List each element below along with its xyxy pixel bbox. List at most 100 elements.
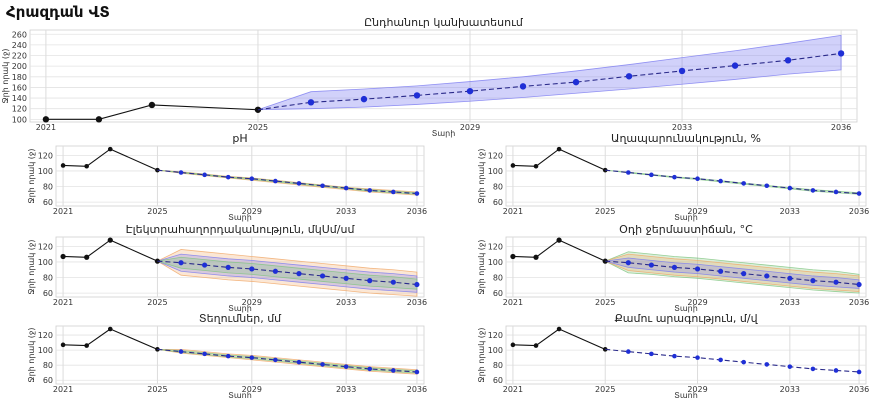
forecast-point (249, 355, 255, 360)
forecast-line (605, 260, 860, 286)
forecast-point (249, 176, 255, 182)
forecast-point (343, 185, 349, 191)
chart-title: Էլեկտրահաղորդականություն, մկՍմ/սմ (126, 223, 356, 236)
forecast-line (157, 169, 417, 195)
chart-turbidity: Աղապարունակություն, % 60 80 100 120 2021 2025 2… (444, 130, 879, 222)
x-tick-label: 2033 (780, 207, 800, 216)
x-tick-label: 2036 (849, 385, 869, 394)
history-point (533, 163, 539, 169)
forecast-point (319, 273, 326, 279)
x-tick-label: 2033 (672, 123, 692, 132)
y-tick-label: 120 (488, 151, 503, 160)
x-tick-label: 2021 (503, 385, 523, 394)
forecast-point (741, 271, 747, 277)
x-tick-label: 2033 (336, 298, 356, 307)
y-tick-label: 60 (493, 289, 503, 298)
x-axis-label: Տարի (432, 129, 456, 138)
x-axis-label: Տարի (674, 304, 698, 313)
history-point (148, 101, 156, 109)
y-tick-label: 80 (43, 361, 53, 370)
forecast-point (249, 266, 255, 272)
history-point (60, 253, 66, 260)
forecast-point (833, 279, 839, 285)
y-axis-label: Ջրի որակ (ջ) (477, 239, 486, 294)
y-tick-label: 60 (493, 198, 503, 207)
y-tick-label: 120 (38, 331, 53, 340)
x-tick-label: 2021 (503, 207, 523, 216)
chart-main: Ընդհանուր կանխատեսում 100 120 140 160 180 200 2… (0, 14, 879, 138)
history-point (556, 326, 562, 332)
history-point (84, 343, 89, 348)
x-tick-label: 2029 (242, 207, 262, 216)
x-tick-label: 2029 (242, 298, 262, 307)
forecast-point (178, 260, 184, 266)
x-tick-label: 2021 (53, 207, 73, 216)
forecast-point (856, 191, 862, 196)
x-tick-label: 2029 (687, 385, 707, 394)
x-tick-label: 2029 (687, 298, 707, 307)
forecast-point (764, 362, 770, 367)
forecast-line (157, 348, 417, 373)
forecast-point (741, 181, 746, 186)
page-title: Հրազդան ՎՏ (6, 3, 110, 21)
x-axis-label: Տարի (674, 213, 698, 222)
forecast-point (625, 260, 631, 266)
x-tick-label: 2025 (595, 207, 615, 216)
chart-title: pH (232, 132, 247, 145)
history-point (60, 342, 66, 348)
x-tick-label: 2025 (595, 298, 615, 307)
x-axis-label: Տարի (674, 391, 698, 398)
forecast-point (833, 189, 839, 195)
y-axis-label: Ջրի որակ (ջ) (1, 48, 10, 103)
forecast-point (414, 369, 420, 375)
chart-title: Տեղումներ, մմ (199, 312, 282, 325)
history-point (510, 253, 516, 260)
forecast-point (787, 275, 793, 281)
forecast-point (837, 50, 845, 57)
history-line (512, 328, 606, 350)
history-line (63, 328, 158, 350)
chart-svg: Քամու արագություն, մ/վ 60 80 100 120 2021 2025… (477, 312, 869, 398)
forecast-point (833, 368, 839, 373)
y-tick-label: 80 (43, 183, 53, 192)
forecast-line (157, 260, 417, 286)
forecast-point (731, 62, 739, 69)
y-tick-label: 140 (12, 94, 27, 103)
forecast-point (367, 366, 373, 372)
y-axis-label: Ջրի որակ (ջ) (27, 327, 36, 382)
y-tick-label: 100 (488, 167, 503, 176)
forecast-point (272, 268, 278, 274)
y-tick-label: 180 (12, 73, 27, 82)
forecast-point (810, 278, 816, 284)
forecast-point (225, 353, 231, 359)
forecast-point (856, 369, 862, 375)
history-point (556, 146, 562, 152)
chart-airtemp: Օդի ջերմաստիճան, °C 60 80 100 120 2021 2025 202… (444, 220, 879, 313)
x-tick-label: 2025 (248, 123, 268, 132)
y-tick-label: 100 (488, 346, 503, 355)
y-tick-label: 120 (488, 331, 503, 340)
forecast-point (741, 359, 746, 365)
forecast-point (626, 349, 631, 354)
x-axis-label: Տարի (228, 304, 252, 313)
forecast-point (626, 170, 631, 175)
forecast-point (273, 178, 278, 184)
history-line (63, 148, 158, 171)
y-tick-label: 100 (38, 346, 53, 355)
forecast-point (296, 359, 302, 365)
chart-title: Օդի ջերմաստիճան, °C (619, 223, 753, 236)
plot-area (505, 325, 867, 385)
plot-area (505, 145, 867, 207)
y-tick-label: 60 (493, 376, 503, 385)
y-tick-label: 260 (12, 30, 27, 39)
chart-svg: Ընդհանուր կանխատեսում1001201401601802002… (1, 16, 858, 138)
forecast-point (519, 83, 527, 90)
forecast-point (225, 174, 231, 180)
history-point (155, 347, 160, 352)
forecast-line (605, 169, 860, 195)
forecast-point (810, 188, 816, 193)
y-tick-label: 160 (12, 83, 27, 92)
forecast-point (343, 364, 349, 369)
y-tick-label: 220 (12, 52, 27, 61)
forecast-point (466, 87, 474, 95)
